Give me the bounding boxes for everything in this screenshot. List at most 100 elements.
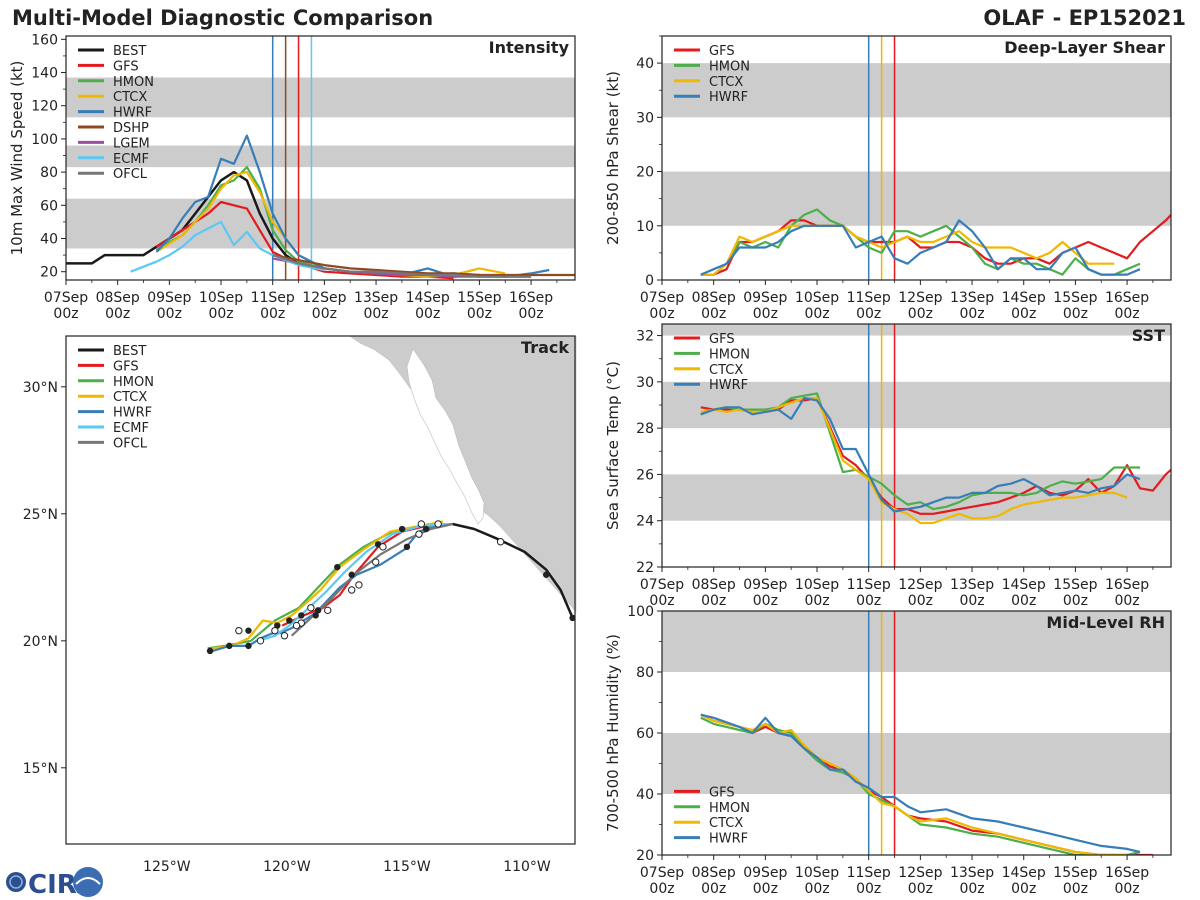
track-marker-filled [403, 543, 411, 551]
legend-label-best: BEST [113, 344, 146, 359]
x-tick-label-day: 08Sep [692, 577, 736, 593]
x-tick-label: 125°W [143, 859, 191, 875]
x-tick-label-hour: 00z [908, 593, 933, 609]
x-tick-label-day: 07Sep [44, 290, 88, 306]
x-tick-label-hour: 00z [1114, 881, 1139, 897]
series-line-hmon [700, 208, 1141, 276]
y-tick-label: 20 [636, 165, 654, 181]
y-tick-label: 30 [636, 110, 654, 126]
track-marker-open [496, 538, 505, 546]
y-tick-label: 40 [636, 56, 654, 72]
legend-label-gfs: GFS [113, 59, 139, 74]
series-line-best [452, 522, 574, 619]
track-marker-filled [398, 525, 406, 533]
y-tick-label: 0 [645, 273, 654, 289]
track-marker-filled [569, 614, 575, 622]
y-tick-label: 100 [31, 132, 58, 148]
plot-frame [65, 35, 576, 281]
x-tick-label-hour: 00z [1063, 881, 1088, 897]
x-tick-label-hour: 00z [363, 306, 388, 322]
y-tick-label: 15°N [23, 761, 58, 777]
plot-area [662, 611, 1171, 855]
shaded-band [662, 733, 1171, 794]
x-tick-label-hour: 00z [959, 593, 984, 609]
x-tick-label-hour: 00z [753, 881, 778, 897]
x-tick-label-hour: 00z [1063, 593, 1088, 609]
track-marker-open [271, 626, 279, 635]
x-tick-label-hour: 00z [701, 593, 726, 609]
x-tick-label-hour: 00z [856, 593, 881, 609]
x-tick-label-hour: 00z [208, 306, 233, 322]
chart-title: Track [521, 338, 569, 357]
x-tick-label-day: 10Sep [795, 577, 839, 593]
series-line-ctcx [700, 224, 1115, 276]
x-tick-label-hour: 00z [804, 306, 829, 322]
x-tick-label-day: 16Sep [1105, 865, 1149, 881]
legend-label-gfs: GFS [709, 785, 735, 800]
x-tick-label: 110°W [503, 859, 551, 875]
x-tick-label-hour: 00z [1011, 306, 1036, 322]
track-marker-open [355, 581, 363, 589]
legend-label-hmon: HMON [113, 75, 154, 90]
legend-label-dshp: DSHP [113, 121, 149, 136]
y-tick-label: 22 [636, 560, 654, 576]
y-axis-label: 700-500 hPa Humidity (%) [604, 634, 622, 832]
x-tick-label-hour: 00z [1011, 593, 1036, 609]
x-tick-label-day: 12Sep [898, 290, 942, 306]
track-marker-open [280, 632, 289, 640]
track-marker-open [372, 558, 380, 566]
track-marker-filled [314, 607, 322, 614]
x-tick-label-day: 15Sep [1053, 290, 1097, 306]
x-tick-label-day: 13Sep [950, 865, 994, 881]
track-marker-filled [542, 571, 550, 578]
track-marker-filled [286, 617, 293, 624]
storm-id-title: OLAF - EP152021 [983, 6, 1186, 30]
x-tick-label-day: 16Sep [1105, 290, 1149, 306]
y-axis-label: Sea Surface Temp (°C) [604, 361, 622, 530]
series-line-ctcx [700, 713, 1128, 855]
y-tick-label: 120 [31, 99, 58, 115]
x-tick-label-day: 07Sep [640, 290, 684, 306]
track-marker-filled [206, 647, 214, 655]
track-marker-open [417, 520, 426, 528]
track-marker-filled [334, 563, 341, 571]
x-tick-label-day: 11Sep [847, 865, 891, 881]
y-tick-label: 60 [40, 198, 58, 214]
figure-title: Multi-Model Diagnostic Comparison [12, 6, 434, 30]
chart-shear: 01020304007Sep00z08Sep00z09Sep00z10Sep00… [604, 35, 1172, 322]
chart-title: Deep-Layer Shear [1004, 38, 1165, 57]
track-marker-open [324, 606, 332, 615]
land-mass-baja-mexico [349, 335, 577, 613]
plot-area [662, 36, 1171, 280]
shaded-band [662, 611, 1171, 672]
y-tick-label: 30 [636, 375, 654, 391]
shaded-band [66, 198, 575, 249]
y-tick-label: 30°N [23, 380, 58, 396]
series-line-best [66, 170, 300, 265]
legend-label-gfs: GFS [113, 359, 139, 374]
legend-label-hmon: HMON [709, 801, 750, 816]
x-tick-label-day: 15Sep [1053, 577, 1097, 593]
x-tick-label-hour: 00z [53, 306, 78, 322]
plot-area [662, 324, 1171, 567]
shaded-band [662, 381, 1171, 429]
legend-label-hwrf: HWRF [709, 378, 748, 393]
track-marker-open [434, 520, 442, 528]
plot-frame [661, 35, 1172, 281]
y-tick-label: 28 [636, 421, 654, 437]
track-marker-filled [245, 627, 252, 634]
x-tick-label-day: 10Sep [795, 290, 839, 306]
x-tick-label-hour: 00z [1114, 593, 1139, 609]
legend-label-hwrf: HWRF [709, 90, 748, 105]
x-tick-label-hour: 00z [804, 593, 829, 609]
chart-track: 15°N 20°N 25°N 30°N 125°W 120°W 115°W 110°W Trac… [23, 335, 576, 875]
series-line-ctcx [212, 520, 444, 650]
x-tick-label-day: 14Sep [1002, 865, 1046, 881]
y-tick-label: 40 [40, 232, 58, 248]
shaded-band [662, 63, 1171, 118]
legend-label-hwrf: HWRF [709, 832, 748, 847]
x-tick-label-day: 09Sep [743, 577, 787, 593]
